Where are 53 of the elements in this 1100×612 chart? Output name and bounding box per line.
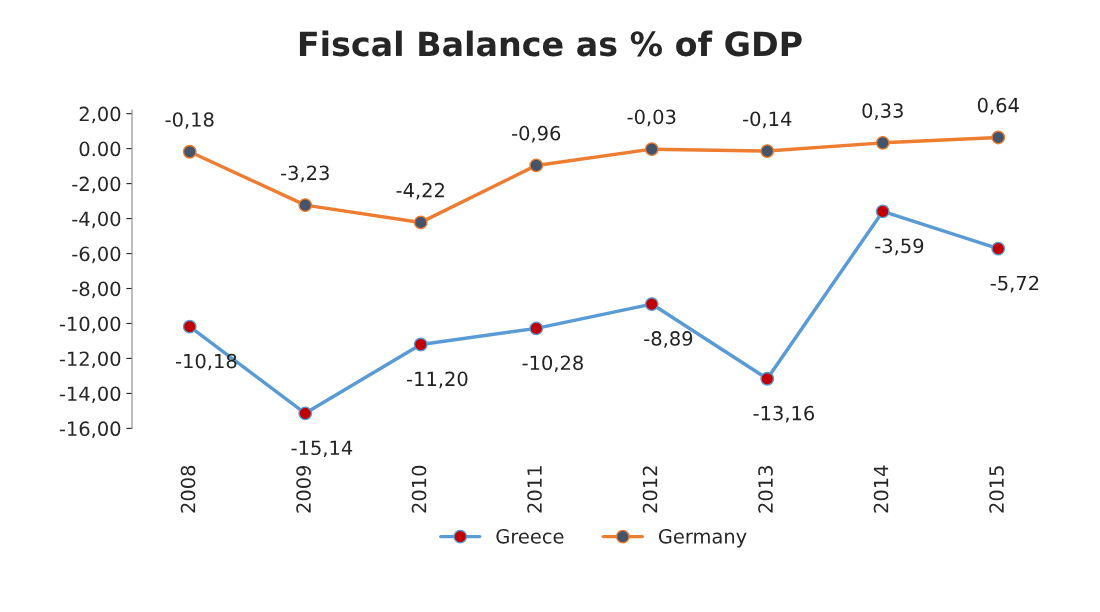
point (529, 321, 544, 336)
data-label: -15,14 (291, 440, 353, 458)
data-label: -11,20 (407, 371, 468, 389)
data-label: -0,03 (627, 109, 676, 127)
point (413, 337, 428, 352)
point (298, 198, 313, 213)
data-label: 0,64 (977, 97, 1019, 115)
chart-title: Fiscal Balance as % of GDP (299, 30, 802, 57)
data-label: -8,89 (644, 331, 693, 348)
y-tick-label: -6,00 (72, 246, 121, 264)
data-label: -0,96 (512, 125, 561, 143)
point (875, 204, 890, 219)
legend-label: Greece (496, 528, 564, 544)
y-tick-label: -8,00 (72, 281, 121, 299)
point (760, 371, 775, 386)
data-label: 0,33 (862, 103, 903, 120)
point (644, 142, 659, 157)
legend-label: Germany (658, 528, 747, 548)
x-tick-label: 2010 (411, 465, 427, 513)
point (298, 406, 313, 421)
y-tick-label: -10,00 (59, 316, 121, 334)
x-tick-label: 2011 (527, 466, 542, 513)
x-tick-label: 2014 (873, 465, 889, 513)
point (182, 319, 197, 334)
y-tick-label: 2,00 (79, 106, 121, 124)
y-tick-label: -16,00 (59, 421, 121, 439)
data-label: -4,22 (396, 182, 444, 200)
x-tick-label: 2015 (989, 466, 1004, 513)
data-label: -13,16 (753, 405, 815, 423)
y-tick-label: -4,00 (72, 211, 121, 229)
data-label: -0,14 (743, 111, 792, 129)
data-label: -3,23 (281, 165, 329, 183)
point (182, 144, 197, 159)
point (529, 158, 544, 173)
y-tick-label: -2,00 (72, 176, 121, 194)
data-label: -5,72 (990, 275, 1039, 293)
point (760, 144, 775, 159)
y-tick-label: 0.00 (79, 141, 121, 157)
x-tick-label: 2012 (642, 466, 658, 513)
data-label: -10,28 (522, 355, 583, 373)
point (644, 297, 659, 312)
data-label: -3,59 (875, 238, 924, 256)
point (991, 130, 1006, 145)
data-label: -10,18 (176, 353, 237, 371)
y-tick-label: -14,00 (59, 386, 121, 404)
x-tick-label: 2008 (180, 465, 196, 513)
point (991, 241, 1006, 256)
point (413, 215, 428, 230)
data-label: -0,18 (165, 112, 214, 129)
x-tick-label: 2013 (758, 466, 773, 513)
point (875, 135, 890, 150)
y-tick-label: -12,00 (59, 351, 121, 369)
x-tick-label: 2009 (296, 465, 311, 513)
